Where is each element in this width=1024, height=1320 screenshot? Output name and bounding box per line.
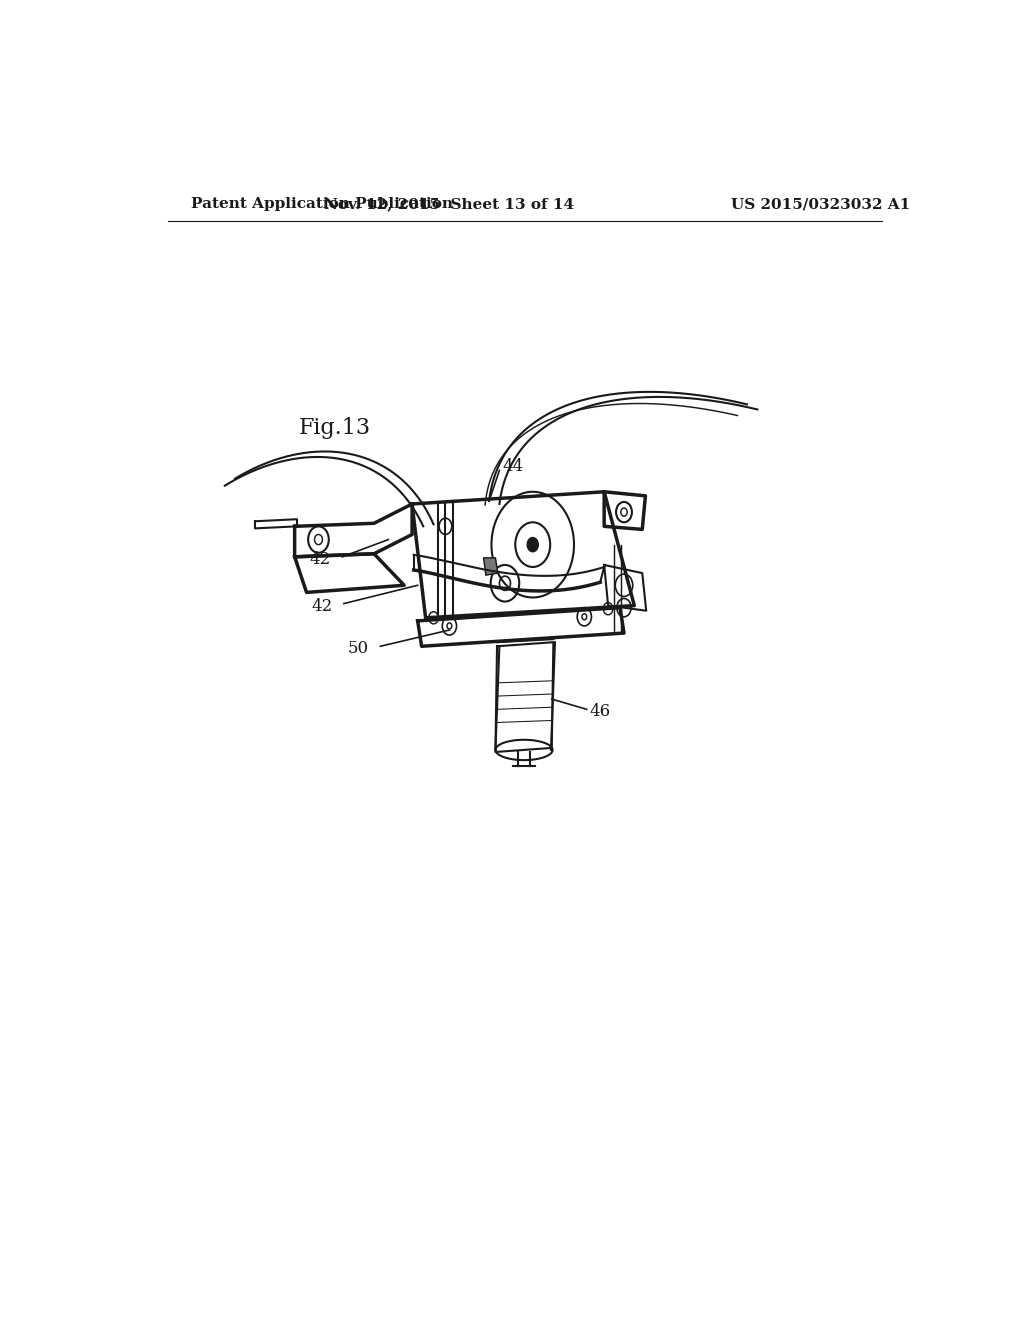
- Text: Fig.13: Fig.13: [299, 417, 371, 438]
- Polygon shape: [483, 558, 498, 576]
- Text: US 2015/0323032 A1: US 2015/0323032 A1: [731, 197, 910, 211]
- Text: Nov. 12, 2015  Sheet 13 of 14: Nov. 12, 2015 Sheet 13 of 14: [325, 197, 574, 211]
- Text: 46: 46: [590, 702, 611, 719]
- Text: 42: 42: [309, 552, 331, 569]
- Text: 50: 50: [347, 640, 369, 657]
- Text: Patent Application Publication: Patent Application Publication: [191, 197, 454, 211]
- Circle shape: [527, 537, 539, 552]
- Text: 44: 44: [503, 458, 524, 475]
- Text: 42: 42: [311, 598, 333, 615]
